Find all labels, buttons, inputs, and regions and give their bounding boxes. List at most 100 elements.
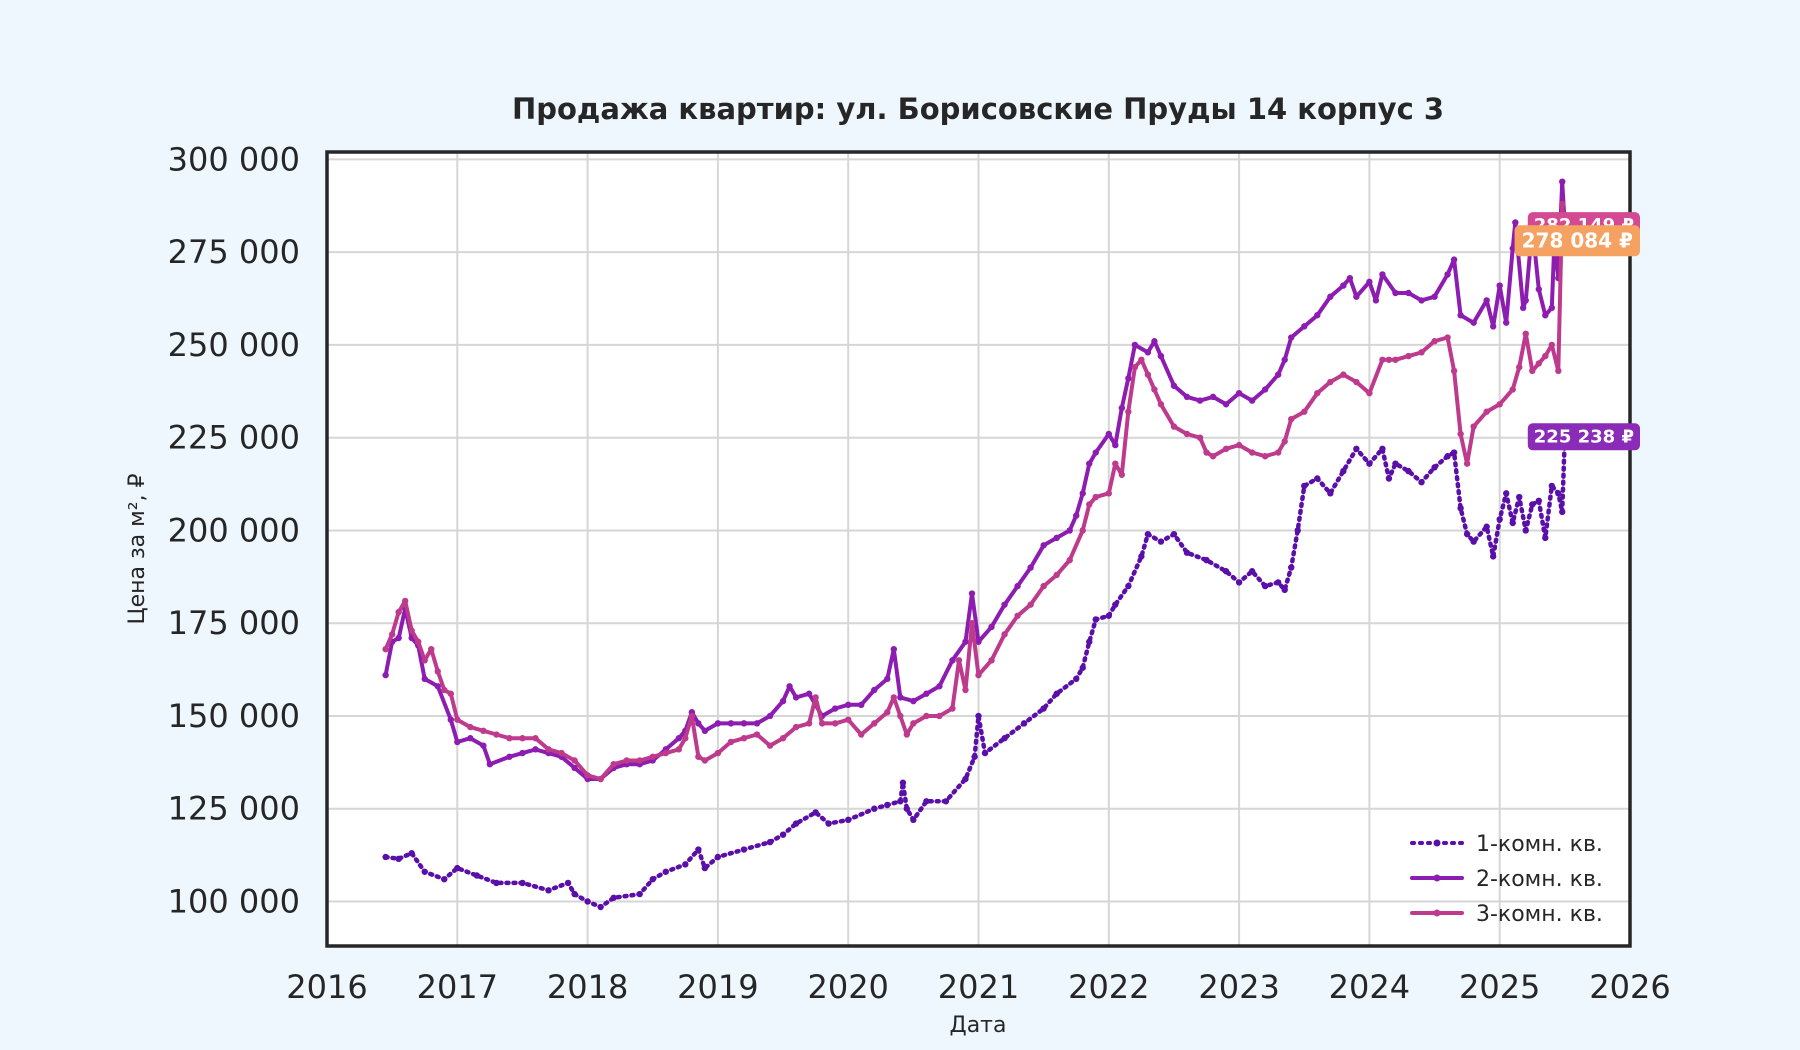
data-point [903, 805, 911, 812]
data-point [975, 638, 982, 645]
data-point [1203, 556, 1210, 564]
data-point [1203, 449, 1210, 456]
data-point [884, 801, 891, 809]
data-point [923, 712, 930, 720]
data-point [1548, 482, 1556, 490]
data-point [434, 668, 441, 675]
data-point [753, 731, 761, 738]
data-point [1170, 382, 1178, 389]
data-point [1281, 586, 1288, 594]
data-point [571, 890, 578, 898]
data-point [1079, 490, 1086, 497]
data-point [1327, 378, 1334, 386]
data-point [682, 735, 689, 742]
data-point [421, 657, 428, 664]
data-point [1261, 386, 1269, 393]
data-point [1170, 423, 1178, 430]
data-point [506, 735, 513, 742]
plot-frame [325, 150, 1632, 948]
data-point [1542, 352, 1549, 360]
data-point [441, 686, 448, 694]
data-point [1372, 297, 1380, 304]
data-point [1248, 397, 1256, 404]
chart-title: Продажа квартир: ул. Борисовские Пруды 1… [512, 92, 1444, 126]
data-point [910, 720, 917, 727]
data-point [1183, 393, 1191, 401]
data-point [1516, 363, 1523, 371]
data-point [1151, 338, 1158, 345]
data-point [1405, 352, 1412, 360]
data-point [486, 760, 494, 768]
data-point [1281, 438, 1288, 445]
data-point [1086, 501, 1093, 508]
data-point [831, 705, 839, 712]
end-label-text: 225 238 ₽ [1534, 426, 1634, 447]
data-point [1450, 256, 1458, 263]
data-point [1261, 453, 1269, 460]
data-point [1092, 449, 1099, 456]
data-point [408, 627, 415, 634]
data-point [714, 720, 722, 727]
x-axis-label: Дата [950, 1013, 1007, 1038]
data-point [1144, 530, 1152, 538]
y-tick-label: 100 000 [168, 882, 300, 920]
data-point [584, 898, 591, 905]
data-point [1001, 735, 1008, 742]
data-point [610, 760, 617, 768]
data-point [1529, 501, 1536, 508]
data-point [493, 879, 500, 887]
data-point [1535, 286, 1542, 293]
data-point [1001, 631, 1008, 638]
data-point [1314, 475, 1321, 482]
data-point [1392, 289, 1399, 297]
data-point [831, 720, 839, 727]
legend-label: 2-комн. кв. [1476, 867, 1603, 892]
data-point [968, 620, 976, 627]
data-point [1314, 389, 1321, 397]
data-point [395, 855, 402, 863]
data-point [441, 876, 448, 883]
data-point [532, 735, 539, 742]
data-point [1235, 441, 1243, 449]
data-point [884, 709, 891, 716]
data-point [1235, 389, 1243, 397]
data-point [897, 694, 904, 701]
data-point [890, 694, 898, 701]
x-tick-label: 2025 [1459, 968, 1540, 1006]
x-tick-label: 2018 [547, 968, 628, 1006]
legend-marker [1433, 874, 1441, 882]
data-point [1105, 490, 1113, 497]
data-point [1222, 445, 1230, 453]
data-point [1470, 423, 1477, 430]
data-point [1516, 493, 1523, 501]
x-tick-label: 2021 [938, 968, 1019, 1006]
data-point [962, 775, 969, 783]
y-tick-label: 200 000 [168, 511, 300, 549]
data-point [1170, 530, 1178, 538]
data-point [1222, 401, 1230, 408]
data-point [695, 753, 702, 760]
data-point [1444, 334, 1451, 341]
data-point [1431, 293, 1438, 300]
data-point [949, 657, 956, 664]
data-point [1346, 274, 1354, 282]
data-point [1503, 490, 1510, 497]
data-point [636, 757, 643, 764]
data-point [1392, 460, 1399, 467]
data-point [610, 894, 617, 901]
data-point [493, 731, 500, 738]
data-point [1470, 319, 1477, 326]
data-point [1125, 375, 1132, 382]
data-point [1463, 460, 1471, 467]
data-point [1157, 352, 1165, 360]
data-point [714, 853, 722, 861]
x-tick-label: 2017 [417, 968, 498, 1006]
data-point [1301, 408, 1308, 415]
data-point [473, 872, 481, 879]
data-point [1509, 245, 1516, 252]
data-point [1092, 616, 1099, 623]
data-point [871, 805, 878, 812]
y-axis-label: Цена за м², ₽ [125, 473, 150, 624]
data-point [1385, 356, 1393, 363]
